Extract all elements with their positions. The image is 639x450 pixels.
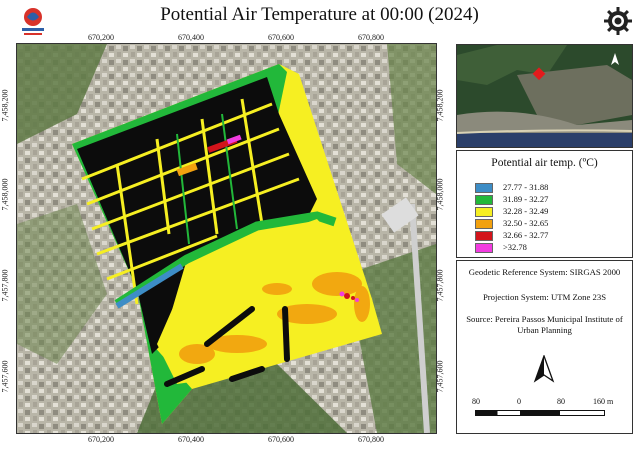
projection-text: Projection System: UTM Zone 23S	[482, 292, 607, 302]
scale-label: 80	[557, 397, 565, 406]
y-tick-left: 7,458,200	[0, 89, 10, 122]
legend-label: 31.89 - 32.27	[503, 194, 549, 204]
legend-item: 32.28 - 32.49	[475, 206, 549, 218]
legend-label: >32.78	[503, 242, 527, 252]
legend-swatch	[475, 219, 493, 230]
legend-swatch	[475, 183, 493, 194]
x-tick-top: 670,200	[88, 33, 114, 42]
y-tick-left: 7,458,000	[0, 178, 10, 211]
datum-text: Geodetic Reference System: SIRGAS 2000	[468, 267, 621, 277]
x-tick-bottom: 670,800	[358, 435, 384, 444]
scale-label: 80	[472, 397, 480, 406]
map-title: Potential Air Temperature at 00:00 (2024…	[160, 4, 479, 25]
x-tick-bottom: 670,400	[178, 435, 204, 444]
legend-label: 32.50 - 32.65	[503, 218, 549, 228]
legend-item: 32.66 - 32.77	[475, 230, 549, 242]
legend-swatch	[475, 195, 493, 206]
legend-swatch	[475, 231, 493, 242]
y-tick-left: 7,457,600	[0, 360, 10, 393]
x-tick-bottom: 670,600	[268, 435, 294, 444]
legend-label: 32.28 - 32.49	[503, 206, 549, 216]
legend-swatch	[475, 207, 493, 218]
scale-bar: 80 0 80 160 m	[472, 397, 615, 427]
legend-label: 27.77 - 31.88	[503, 182, 549, 192]
legend: Potential air temp. (ºC) 27.77 - 31.88 3…	[456, 150, 633, 258]
y-tick-left: 7,457,800	[0, 269, 10, 302]
inset-location-map[interactable]	[456, 44, 633, 148]
institution-logo	[16, 4, 50, 38]
map-info-panel: Geodetic Reference System: SIRGAS 2000 P…	[456, 260, 633, 434]
legend-item: >32.78	[475, 242, 527, 254]
source-text: Source: Pereira Passos Municipal Institu…	[466, 314, 623, 335]
main-map[interactable]	[16, 43, 437, 434]
legend-label: 32.66 - 32.77	[503, 230, 549, 240]
legend-item: 31.89 - 32.27	[475, 194, 549, 206]
legend-item: 27.77 - 31.88	[475, 182, 549, 194]
gear-logo-icon	[603, 6, 633, 36]
x-tick-top: 670,600	[268, 33, 294, 42]
legend-item: 32.50 - 32.65	[475, 218, 549, 230]
north-arrow-icon	[533, 354, 555, 383]
scale-label: 0	[517, 397, 521, 406]
x-tick-top: 670,800	[358, 33, 384, 42]
legend-swatch	[475, 243, 493, 254]
scale-label: 160 m	[593, 397, 614, 406]
x-tick-top: 670,400	[178, 33, 204, 42]
x-tick-bottom: 670,200	[88, 435, 114, 444]
legend-title: Potential air temp. (ºC)	[491, 157, 598, 169]
